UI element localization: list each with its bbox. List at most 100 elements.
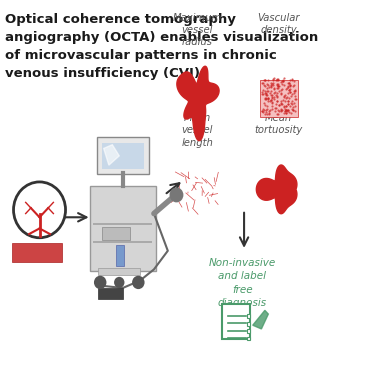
- Bar: [247, 322, 250, 326]
- Point: [292, 96, 298, 102]
- Bar: [102, 226, 130, 240]
- Point: [283, 107, 289, 113]
- Point: [283, 103, 289, 109]
- Point: [278, 108, 284, 114]
- Point: [274, 76, 280, 82]
- Point: [271, 96, 277, 102]
- Point: [273, 105, 279, 111]
- Point: [265, 82, 271, 88]
- Point: [282, 98, 288, 104]
- Point: [261, 107, 267, 113]
- Point: [275, 85, 281, 91]
- Point: [284, 94, 290, 100]
- Circle shape: [132, 276, 145, 289]
- Text: Vascular
density: Vascular density: [258, 12, 300, 35]
- Point: [278, 87, 284, 93]
- Bar: [93, 223, 152, 225]
- Point: [266, 111, 272, 117]
- Point: [282, 110, 288, 116]
- Point: [261, 82, 267, 88]
- Point: [286, 80, 292, 86]
- Point: [262, 76, 268, 82]
- Circle shape: [170, 188, 183, 202]
- Point: [292, 104, 298, 110]
- Point: [262, 102, 268, 108]
- Point: [281, 75, 287, 81]
- Point: [271, 90, 277, 96]
- Text: Optical coherence tomography
angiography (OCTA) enables visualization
of microva: Optical coherence tomography angiography…: [5, 12, 318, 80]
- Point: [260, 91, 266, 97]
- Point: [290, 77, 296, 83]
- Bar: [93, 242, 152, 243]
- Point: [262, 111, 268, 117]
- Point: [262, 88, 268, 94]
- Point: [269, 81, 275, 87]
- FancyBboxPatch shape: [260, 80, 298, 117]
- Point: [260, 80, 266, 86]
- Point: [288, 93, 294, 99]
- Point: [274, 85, 280, 91]
- Point: [266, 88, 272, 94]
- Point: [268, 96, 274, 102]
- Point: [291, 90, 297, 96]
- Point: [264, 81, 270, 87]
- Point: [275, 107, 281, 113]
- Point: [268, 100, 274, 106]
- Point: [261, 100, 267, 106]
- Point: [270, 82, 276, 88]
- Circle shape: [114, 277, 125, 288]
- Point: [290, 108, 296, 114]
- Point: [264, 103, 270, 109]
- Point: [286, 80, 292, 86]
- Point: [284, 86, 290, 92]
- Text: Mean
tortuosity: Mean tortuosity: [255, 113, 303, 135]
- Bar: [247, 329, 250, 333]
- Point: [276, 102, 282, 108]
- Point: [285, 84, 291, 90]
- Circle shape: [13, 182, 66, 238]
- FancyBboxPatch shape: [222, 304, 251, 339]
- Point: [287, 82, 293, 88]
- Point: [260, 106, 266, 112]
- Point: [279, 86, 285, 92]
- Point: [281, 93, 287, 99]
- Bar: [12, 243, 62, 262]
- Point: [266, 110, 272, 116]
- Point: [292, 93, 298, 99]
- Point: [265, 78, 271, 84]
- Point: [267, 107, 273, 113]
- Point: [287, 83, 293, 89]
- Point: [259, 108, 265, 114]
- Point: [286, 95, 292, 101]
- Point: [287, 82, 293, 88]
- Point: [285, 80, 291, 86]
- Point: [263, 110, 269, 116]
- Point: [267, 90, 273, 96]
- Polygon shape: [256, 165, 297, 214]
- Point: [263, 96, 269, 102]
- Point: [264, 84, 270, 90]
- Point: [266, 96, 272, 102]
- Point: [290, 105, 296, 111]
- Point: [279, 107, 285, 113]
- Point: [270, 80, 276, 86]
- Point: [291, 88, 297, 94]
- Point: [278, 90, 284, 96]
- Point: [285, 90, 291, 96]
- Point: [279, 98, 285, 104]
- Point: [263, 92, 269, 98]
- Point: [269, 96, 275, 102]
- Point: [278, 107, 284, 113]
- Point: [264, 106, 270, 112]
- Point: [274, 98, 280, 104]
- Point: [276, 83, 282, 89]
- Point: [279, 81, 285, 87]
- Point: [263, 94, 269, 100]
- Bar: [247, 337, 250, 340]
- Point: [271, 94, 277, 100]
- Point: [284, 108, 290, 114]
- Point: [270, 77, 276, 83]
- Point: [259, 91, 265, 97]
- Point: [273, 77, 279, 83]
- FancyBboxPatch shape: [90, 186, 156, 271]
